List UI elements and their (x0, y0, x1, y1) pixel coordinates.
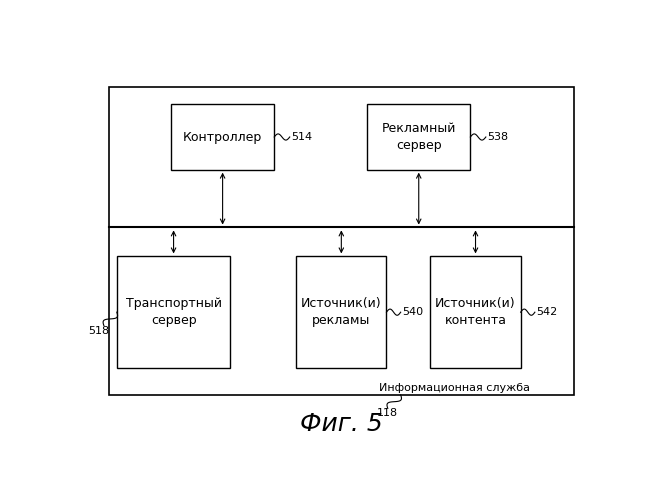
Text: Контроллер: Контроллер (183, 130, 262, 143)
Text: 538: 538 (488, 132, 509, 142)
Text: сервер: сервер (151, 314, 196, 327)
Text: контента: контента (444, 314, 507, 327)
Text: Транспортный: Транспортный (126, 297, 222, 310)
Bar (117, 256, 230, 368)
Text: сервер: сервер (396, 139, 442, 152)
Bar (109, 87, 573, 395)
Bar (430, 256, 521, 368)
Bar (171, 104, 274, 170)
Text: 542: 542 (536, 307, 557, 317)
Text: 540: 540 (402, 307, 424, 317)
Text: 518: 518 (88, 326, 109, 336)
Bar (296, 256, 386, 368)
Text: Источник(и): Источник(и) (301, 297, 382, 310)
Text: Информационная служба: Информационная служба (380, 383, 530, 393)
Text: Рекламный: Рекламный (382, 122, 456, 135)
Text: 118: 118 (377, 408, 398, 418)
Text: Источник(и): Источник(и) (435, 297, 516, 310)
Bar (367, 104, 470, 170)
Text: Фиг. 5: Фиг. 5 (300, 412, 383, 436)
Text: 514: 514 (291, 132, 312, 142)
Text: рекламы: рекламы (312, 314, 370, 327)
